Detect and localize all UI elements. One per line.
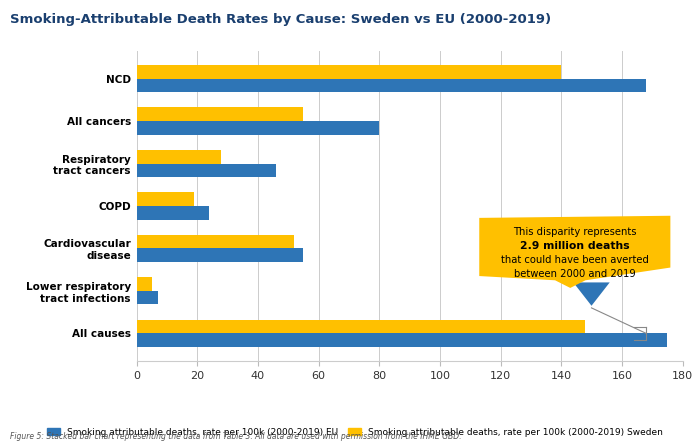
Bar bbox=[136, 235, 294, 249]
Bar bbox=[136, 334, 667, 347]
Bar bbox=[136, 291, 158, 304]
Bar bbox=[136, 65, 561, 78]
Bar bbox=[136, 108, 303, 121]
Text: 2.9 million deaths: 2.9 million deaths bbox=[520, 241, 629, 251]
Bar bbox=[136, 150, 221, 163]
Polygon shape bbox=[573, 283, 610, 306]
Polygon shape bbox=[480, 216, 671, 288]
Text: Smoking-Attributable Death Rates by Cause: Sweden vs EU (2000-2019): Smoking-Attributable Death Rates by Caus… bbox=[10, 13, 552, 26]
Bar bbox=[136, 206, 209, 220]
Bar bbox=[136, 163, 276, 177]
Text: Figure 5: Stacked bar chart representing the data from Table 3. All data are use: Figure 5: Stacked bar chart representing… bbox=[10, 432, 462, 441]
Text: This disparity represents: This disparity represents bbox=[513, 227, 636, 237]
Bar bbox=[136, 78, 646, 92]
Bar bbox=[136, 249, 303, 262]
Bar bbox=[136, 277, 152, 291]
Text: that could have been averted: that could have been averted bbox=[501, 255, 649, 265]
Bar bbox=[136, 121, 379, 135]
Legend: Smoking attributable deaths, rate per 100k (2000-2019) EU, Smoking attributable : Smoking attributable deaths, rate per 10… bbox=[43, 424, 667, 440]
Bar bbox=[136, 192, 194, 206]
Text: between 2000 and 2019: between 2000 and 2019 bbox=[514, 269, 636, 279]
Bar bbox=[136, 320, 585, 334]
